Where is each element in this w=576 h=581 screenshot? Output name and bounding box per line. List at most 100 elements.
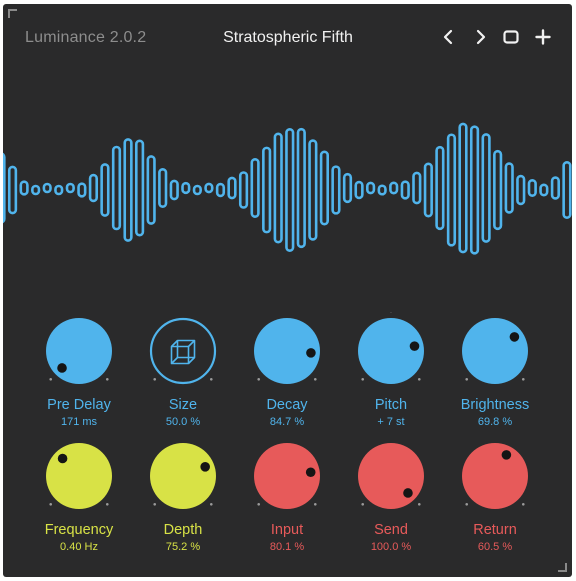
waveform-bar	[31, 184, 41, 196]
waveform-bar	[54, 184, 64, 196]
knob-frequency-label: Frequency	[44, 522, 114, 538]
range-dot	[361, 377, 365, 381]
waveform-bar	[238, 171, 249, 209]
knob-size-dial[interactable]	[131, 312, 235, 396]
preset-name[interactable]: Stratospheric Fifth	[223, 29, 353, 46]
waveform-bar	[504, 162, 514, 214]
knob-pre-delay-value[interactable]: 171 ms	[60, 416, 98, 428]
knob-return-label: Return	[473, 522, 517, 538]
knob-depth-dial[interactable]	[131, 437, 235, 521]
waveform-bar	[146, 155, 156, 225]
chevron-left-icon	[443, 29, 453, 45]
range-dot	[417, 377, 421, 381]
knob-indicator	[305, 467, 316, 478]
knob-decay-value[interactable]: 84.7 %	[269, 416, 305, 428]
knob-send[interactable]: Send 100.0 %	[339, 437, 443, 553]
waveform-bar	[158, 167, 168, 209]
square-icon	[503, 30, 519, 44]
knob-input-dial[interactable]	[235, 437, 339, 521]
range-dot	[361, 502, 365, 506]
range-dot	[417, 502, 421, 506]
range-dot	[257, 502, 261, 506]
knob-frequency[interactable]: Frequency 0.40 Hz	[27, 437, 131, 553]
knob-input[interactable]: Input 80.1 %	[235, 437, 339, 553]
waveform-bar	[319, 150, 330, 226]
waveform-bar	[169, 179, 179, 201]
knob-body	[462, 443, 528, 509]
knob-depth[interactable]: Depth 75.2 %	[131, 437, 235, 553]
knob-depth-value[interactable]: 75.2 %	[165, 541, 201, 553]
waveform-bar	[250, 158, 260, 218]
range-dot	[521, 502, 525, 506]
waveform-bar	[493, 149, 503, 231]
knob-return-dial[interactable]	[443, 437, 547, 521]
waveform-bar	[285, 128, 295, 252]
plus-icon	[535, 29, 551, 45]
knob-pre-delay[interactable]: Pre Delay 171 ms	[27, 312, 131, 428]
waveform-display	[3, 122, 572, 255]
waveform-bar	[111, 145, 122, 231]
knob-pitch-value[interactable]: + 7 st	[377, 416, 405, 428]
knob-send-label: Send	[374, 522, 408, 538]
knob-body	[358, 318, 424, 384]
knob-brightness-value[interactable]: 69.8 %	[477, 416, 513, 428]
waveform-bar	[389, 181, 399, 195]
range-dot	[153, 377, 157, 381]
knob-frequency-value[interactable]: 0.40 Hz	[60, 541, 98, 553]
range-dot	[465, 377, 469, 381]
waveform-bar	[400, 180, 410, 200]
knob-size-value[interactable]: 50.0 %	[165, 416, 201, 428]
waveform-bar	[19, 180, 29, 196]
knob-pre-delay-dial[interactable]	[27, 312, 131, 396]
knob-frequency-dial[interactable]	[27, 437, 131, 521]
knob-input-value[interactable]: 80.1 %	[269, 541, 305, 553]
knob-body	[462, 318, 528, 384]
knob-return[interactable]: Return 60.5 %	[443, 437, 547, 553]
waveform-bar	[181, 181, 191, 195]
resize-corner-bottom-right[interactable]	[558, 563, 567, 572]
knob-return-value[interactable]: 60.5 %	[477, 541, 513, 553]
knob-indicator	[306, 348, 316, 358]
knob-brightness-dial[interactable]	[443, 312, 547, 396]
waveform-bar	[123, 138, 133, 242]
knob-size[interactable]: Size 50.0 %	[131, 312, 235, 428]
cube-icon	[170, 339, 196, 365]
waveform-bar	[458, 122, 468, 254]
knob-body	[358, 443, 424, 509]
knob-pre-delay-label: Pre Delay	[47, 397, 111, 413]
waveform-bar	[215, 182, 226, 198]
knob-pitch-dial[interactable]	[339, 312, 443, 396]
waveform-bar	[412, 171, 422, 205]
waveform-bar	[516, 174, 526, 206]
waveform-bar	[354, 180, 364, 200]
knob-indicator	[57, 363, 67, 373]
range-dot	[465, 502, 469, 506]
waveform-bar	[446, 133, 457, 247]
waveform-bar	[550, 176, 560, 200]
next-preset-button[interactable]	[468, 25, 492, 49]
waveform-bar	[435, 145, 445, 231]
waveform-bar	[377, 184, 387, 196]
add-preset-button[interactable]	[531, 25, 555, 49]
knob-depth-label: Depth	[163, 522, 203, 538]
save-preset-button[interactable]	[499, 25, 523, 49]
knob-indicator	[509, 332, 520, 342]
waveform-bar	[331, 165, 341, 215]
knob-body	[46, 443, 112, 509]
knob-send-value[interactable]: 100.0 %	[370, 541, 412, 553]
waveform-bar	[365, 181, 376, 195]
knob-decay[interactable]: Decay 84.7 %	[235, 312, 339, 428]
waveform-bar	[308, 139, 318, 241]
waveform-bar	[227, 176, 237, 200]
waveform-bar	[423, 162, 433, 218]
previous-preset-button[interactable]	[437, 25, 461, 49]
knob-body	[150, 443, 216, 509]
knob-decay-label: Decay	[266, 397, 308, 413]
resize-corner-top-left[interactable]	[8, 9, 17, 18]
range-dot	[105, 502, 109, 506]
knob-pitch[interactable]: Pitch + 7 st	[339, 312, 443, 428]
knob-send-dial[interactable]	[339, 437, 443, 521]
knob-decay-dial[interactable]	[235, 312, 339, 396]
knob-brightness[interactable]: Brightness 69.8 %	[443, 312, 547, 428]
knob-indicator	[409, 341, 420, 351]
